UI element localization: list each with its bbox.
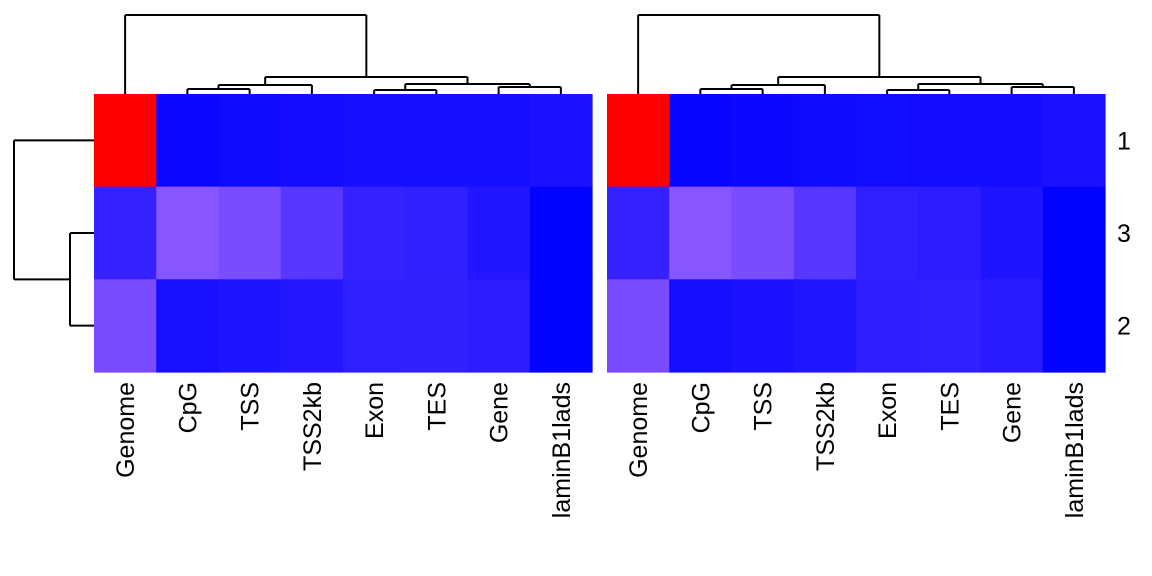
column-label: Gene — [999, 382, 1027, 443]
heatmap-cell — [218, 186, 282, 280]
column-label: Genome — [625, 382, 653, 478]
heatmap-cell — [731, 186, 795, 280]
heatmap-cell — [980, 186, 1044, 280]
heatmap-cell — [918, 94, 982, 188]
heatmap-cell — [856, 279, 919, 373]
heatmap-cell — [218, 94, 282, 188]
column-label: TSS — [750, 382, 778, 431]
heatmap-cell — [94, 279, 157, 373]
column-label: TES — [423, 382, 451, 431]
heatmap-cell — [529, 94, 593, 188]
column-label: TSS2kb — [299, 382, 327, 471]
column-label: Gene — [486, 382, 514, 443]
heatmap-cell — [405, 186, 469, 280]
heatmap-cell — [405, 94, 469, 188]
heatmap-cell — [793, 186, 857, 280]
heatmap-cell — [856, 186, 919, 280]
heatmap-cell — [669, 186, 733, 280]
heatmap-cell — [1042, 94, 1106, 188]
heatmap-cell — [218, 279, 282, 373]
heatmap-cell — [918, 186, 982, 280]
heatmap-cell — [731, 94, 795, 188]
column-label: laminB1lads — [548, 382, 576, 518]
column-label: TSS2kb — [812, 382, 840, 471]
heatmap-cell — [467, 186, 531, 280]
heatmap-cell — [607, 186, 670, 280]
heatmap-cell — [94, 186, 157, 280]
column-label: Genome — [112, 382, 140, 478]
heatmap-cell — [94, 94, 157, 188]
heatmap-cell — [980, 94, 1044, 188]
heatmap-cell — [918, 279, 982, 373]
heatmap-cell — [1042, 279, 1106, 373]
row-label: 1 — [1117, 127, 1131, 155]
heatmap-cell — [343, 94, 406, 188]
heatmap-cell — [607, 94, 670, 188]
heatmap-cell — [343, 279, 406, 373]
heatmap-cell — [669, 94, 733, 188]
column-label: CpG — [174, 382, 202, 433]
heatmap-cell — [467, 94, 531, 188]
heatmap-cell — [467, 279, 531, 373]
heatmap-cell — [856, 94, 919, 188]
heatmap-cell — [529, 279, 593, 373]
heatmap-cell — [280, 279, 344, 373]
column-label: CpG — [687, 382, 715, 433]
row-dendrogram — [13, 139, 94, 327]
column-dendrogram — [637, 14, 1075, 94]
heatmap-cell — [156, 94, 220, 188]
column-dendrogram — [124, 14, 562, 94]
heatmap-cell — [280, 186, 344, 280]
row-label: 2 — [1117, 313, 1131, 341]
column-label: TES — [936, 382, 964, 431]
heatmap-cell — [529, 186, 593, 280]
heatmap-cell — [731, 279, 795, 373]
column-label: Exon — [361, 382, 389, 439]
row-label: 3 — [1117, 220, 1131, 248]
column-label: TSS — [237, 382, 265, 431]
column-label: Exon — [874, 382, 902, 439]
heatmap-cell — [343, 186, 406, 280]
heatmap-cell — [1042, 186, 1106, 280]
heatmap-cell — [669, 279, 733, 373]
heatmap-panel-1: Genome CpG TSS TSS2kb Exon TES Gene laminB1lads — [13, 14, 593, 518]
heatmap-cell — [280, 94, 344, 188]
heatmap-cell — [156, 186, 220, 280]
heatmap-cell — [156, 279, 220, 373]
column-label: laminB1lads — [1061, 382, 1089, 518]
heatmap-panel-2: Genome CpG TSS TSS2kb Exon TES Gene laminB1lads… — [607, 14, 1131, 518]
heatmap-cell — [405, 279, 469, 373]
heatmap-cell — [793, 94, 857, 188]
heatmap-cell — [793, 279, 857, 373]
heatmap-cell — [980, 279, 1044, 373]
heatmap-cell — [607, 279, 670, 373]
